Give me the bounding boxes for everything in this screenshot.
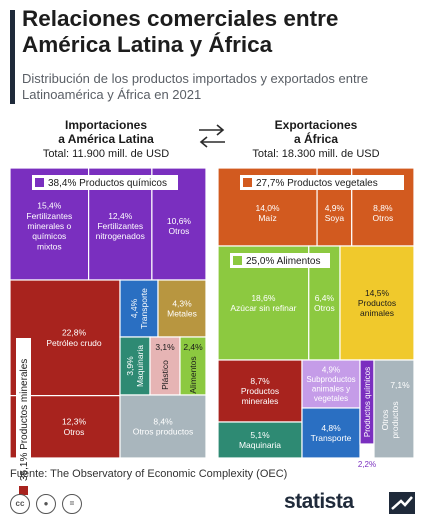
exp-transporte-cell	[301, 407, 361, 459]
exp-minerales-cell	[217, 359, 303, 423]
exp-minerales-cell-label: 8,7% Productos minerales	[241, 376, 279, 406]
imp-quimicos-header-text: 38,4% Productos químicos	[48, 178, 167, 189]
imp-plastico-name: Plástico	[160, 360, 170, 390]
chart-title: Relaciones comerciales entre América Lat…	[22, 6, 339, 57]
exp-vegetales-cell-1	[316, 167, 353, 247]
statista-logo-icon	[389, 492, 415, 514]
imports-heading-line2: a América Latina	[58, 132, 154, 146]
imp-quimicos-cell-1	[88, 167, 153, 281]
chart-subtitle: Distribución de los productos importados…	[22, 71, 369, 102]
exp-animales-cell	[339, 245, 415, 361]
exports-heading-line1: Exportaciones	[274, 118, 358, 132]
imp-minerales-cell-1	[9, 395, 121, 459]
exp-alimentos-header: 25,0% Alimentos	[230, 253, 330, 268]
exports-heading: Exportaciones a África	[216, 118, 416, 146]
exp-alimentos-cell-1	[308, 245, 341, 361]
imp-maquinaria-cell	[119, 336, 151, 396]
imports-total: Total: 11.900 mill. de USD	[42, 148, 170, 160]
equals-icon: =	[62, 494, 82, 514]
imp-metales-cell-label: 4,3% Metales	[167, 298, 197, 318]
exp-transporte-cell-label: 4,8% Transporte	[311, 423, 352, 443]
imp-minerales-cell-0	[9, 279, 121, 397]
person-icon: ●	[36, 494, 56, 514]
imports-heading: Importaciones a América Latina	[6, 118, 206, 146]
exp-vegetales-cell-0	[217, 167, 318, 247]
exports-total: Total: 18.300 mill. de USD	[252, 148, 380, 160]
imp-quimicos-cell-2	[151, 167, 207, 281]
exp-otros-productos-name: Otrosproductos	[380, 401, 400, 438]
imp-maquinaria-cell-label: 3,9%Maquinaria	[125, 345, 145, 387]
imp-minerales-header-text: 35,1% Productos minerales	[19, 359, 30, 481]
imp-minerales-cell-1-label: 12,3% Otros	[62, 417, 87, 437]
imp-quimicos-cell-0-label: 15,4% Fertilizantes minerales o químicos mix…	[26, 201, 72, 252]
title-accent-bar	[10, 10, 15, 104]
exp-otros-productos-value: 7,1%	[390, 380, 410, 390]
imp-alimentos-name: Alimentos	[188, 356, 198, 393]
exp-alimentos-cell-0	[217, 245, 310, 361]
exp-vegetales-cell-2	[351, 167, 415, 247]
exp-otros-productos-cell	[373, 359, 415, 459]
imp-plastico-value: 3,1%	[155, 342, 175, 352]
exchange-arrows-icon	[199, 124, 225, 148]
exp-maquinaria-cell	[217, 421, 303, 459]
exp-quimicos-cell	[359, 359, 375, 445]
exp-maquinaria-cell-label: 5,1% Maquinaria	[239, 430, 281, 450]
exp-alimentos-header-text: 25,0% Alimentos	[246, 256, 321, 267]
imports-heading-line1: Importaciones	[64, 118, 148, 132]
source-note: Fuente: The Observatory of Economic Comp…	[10, 468, 288, 480]
imp-metales-cell	[157, 279, 207, 338]
exp-alimentos-cell-1-label: 6,4% Otros	[314, 293, 335, 313]
exp-alimentos-cell-0-label: 18,6% Azúcar sin refinar	[230, 293, 296, 313]
imp-otros-productos-cell-label: 8,4% Otros productos	[133, 416, 193, 436]
imp-transporte-cell-label: 4,4%Transporte	[129, 288, 149, 329]
exp-quimicos-value: 2,2%	[358, 460, 376, 469]
imp-plastico-cell	[149, 336, 181, 396]
imp-minerales-cell-0-label: 22,8% Petróleo crudo	[46, 328, 102, 348]
imp-transporte-cell	[119, 279, 159, 338]
imp-quimicos-cell-1-label: 12,4% Fertilizantes nitrogenados	[96, 211, 145, 241]
exp-quimicos-name: Productos químicos	[363, 367, 372, 437]
exp-vegetales-cell-1-label: 4,9% Soya	[325, 203, 345, 223]
imp-alimentos-value: 2,4%	[183, 342, 203, 352]
exp-subproductos-cell-label: 4,9% Subproductos animales y vegetales	[306, 365, 355, 403]
cc-icon: cc	[10, 494, 30, 514]
exp-vegetales-cell-2-label: 8,8% Otros	[372, 203, 393, 223]
imp-otros-productos-cell	[119, 394, 207, 459]
imp-quimicos-cell-2-label: 10,6% Otros	[167, 216, 192, 236]
exp-vegetales-header: 27,7% Productos vegetales	[240, 175, 404, 190]
exp-animales-cell-label: 14,5% Productos animales	[358, 288, 396, 318]
exp-subproductos-cell	[301, 359, 361, 409]
exp-vegetales-cell-0-label: 14,0% Maíz	[255, 203, 280, 223]
imp-quimicos-header: 38,4% Productos químicos	[32, 175, 178, 190]
imp-alimentos-cell	[179, 336, 207, 396]
imp-quimicos-cell-0	[9, 167, 90, 281]
statista-logo-text: statista	[284, 490, 354, 513]
exports-heading-line2: a África	[293, 132, 339, 146]
exp-vegetales-header-text: 27,7% Productos vegetales	[256, 178, 378, 189]
